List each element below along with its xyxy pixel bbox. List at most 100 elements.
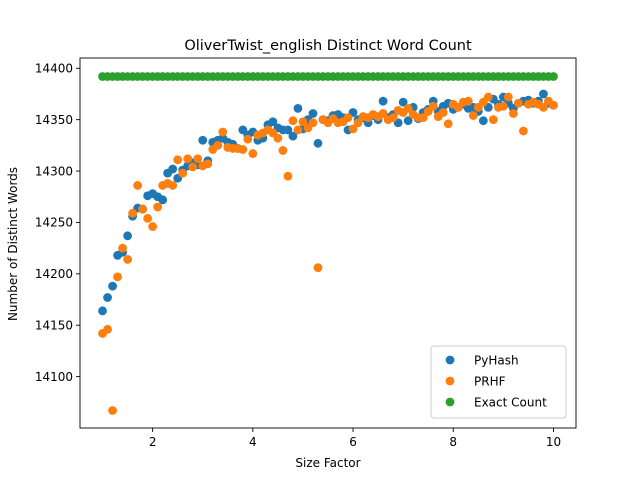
data-point <box>133 181 143 190</box>
data-point <box>218 127 228 137</box>
data-point <box>438 108 448 117</box>
y-tick-label: 14250 <box>35 216 73 230</box>
data-point <box>378 109 388 118</box>
data-point <box>158 195 168 205</box>
legend-marker-pyhash <box>445 355 455 365</box>
legend-label-pyhash: PyHash <box>474 353 519 367</box>
y-tick-label: 14200 <box>35 267 73 281</box>
data-point <box>478 116 488 126</box>
chart-title: OliverTwist_english Distinct Word Count <box>184 38 472 54</box>
legend-label-exact-count: Exact Count <box>474 395 547 409</box>
data-point <box>313 138 323 148</box>
data-point <box>278 146 288 155</box>
data-point <box>198 135 208 145</box>
data-point <box>128 208 138 218</box>
x-tick-label: 6 <box>349 435 357 449</box>
data-point <box>283 125 293 135</box>
data-point <box>513 98 523 108</box>
x-tick-label: 4 <box>249 435 257 449</box>
data-point <box>173 155 183 165</box>
data-point <box>398 97 408 107</box>
data-point <box>178 168 188 178</box>
data-point <box>388 113 398 123</box>
data-point <box>118 243 127 253</box>
x-tick-label: 2 <box>149 435 157 449</box>
data-point <box>549 72 558 81</box>
data-point <box>539 89 548 99</box>
data-point <box>313 263 323 273</box>
y-tick-label: 14150 <box>35 319 73 333</box>
data-point <box>403 103 413 113</box>
data-point <box>108 281 117 291</box>
legend-label-prhf: PRHF <box>474 374 506 388</box>
axes-frame <box>79 57 577 429</box>
data-point <box>508 109 518 118</box>
data-point <box>288 116 298 126</box>
data-point <box>293 103 303 113</box>
legend-box <box>430 345 567 419</box>
data-point <box>518 126 528 136</box>
data-point <box>113 272 122 282</box>
x-tick-label: 8 <box>449 435 457 449</box>
data-point <box>213 140 223 150</box>
data-point <box>153 202 163 212</box>
data-point <box>108 406 117 415</box>
data-point <box>123 231 132 241</box>
legend-marker-exact-count <box>445 397 455 407</box>
data-point <box>98 306 107 316</box>
data-point <box>308 109 318 118</box>
data-point <box>403 116 413 126</box>
data-point <box>203 159 213 169</box>
x-tick-label: 10 <box>546 435 561 449</box>
data-point <box>293 125 303 135</box>
data-point <box>503 92 513 102</box>
data-point <box>168 181 178 190</box>
plot-area <box>98 72 558 415</box>
y-tick-label: 14100 <box>35 370 73 384</box>
data-point <box>288 131 298 141</box>
data-point <box>238 145 248 154</box>
data-point <box>283 171 293 181</box>
data-point <box>549 100 558 110</box>
data-point <box>498 101 508 111</box>
data-point <box>273 133 283 143</box>
y-tick-label: 14350 <box>35 113 73 127</box>
series-exact-count <box>98 72 558 81</box>
x-axis-title: Size Factor <box>295 456 360 470</box>
data-point <box>103 293 112 302</box>
data-point <box>123 255 132 264</box>
data-point <box>308 118 318 128</box>
data-point <box>428 101 438 111</box>
data-point <box>378 96 388 106</box>
data-markers <box>98 72 558 415</box>
legend: PyHash PRHF Exact Count <box>430 345 567 419</box>
data-point <box>418 113 428 123</box>
legend-marker-prhf <box>445 376 455 386</box>
data-point <box>483 92 493 102</box>
data-point <box>343 113 353 123</box>
data-point <box>443 119 453 129</box>
series-prhf <box>98 92 558 415</box>
data-point <box>103 324 112 334</box>
data-point <box>488 115 498 125</box>
data-point <box>348 124 358 134</box>
y-axis-title: Number of Distinct Words <box>6 167 20 321</box>
data-point <box>539 102 548 112</box>
data-point <box>138 204 148 214</box>
data-point <box>248 149 258 158</box>
data-point <box>193 154 203 164</box>
data-point <box>463 96 473 106</box>
data-point <box>188 162 198 172</box>
y-tick-label: 14300 <box>35 164 73 178</box>
data-point <box>148 222 158 231</box>
data-point <box>168 164 178 174</box>
data-point <box>143 213 153 223</box>
data-point <box>243 134 253 144</box>
data-point <box>468 111 478 120</box>
data-point <box>183 154 193 164</box>
data-point <box>268 117 278 127</box>
data-point <box>353 118 363 128</box>
axes: 2 4 6 8 10 14100 14150 14200 14250 14300 14350 1440… <box>35 57 577 449</box>
y-tick-label: 14400 <box>35 62 73 76</box>
